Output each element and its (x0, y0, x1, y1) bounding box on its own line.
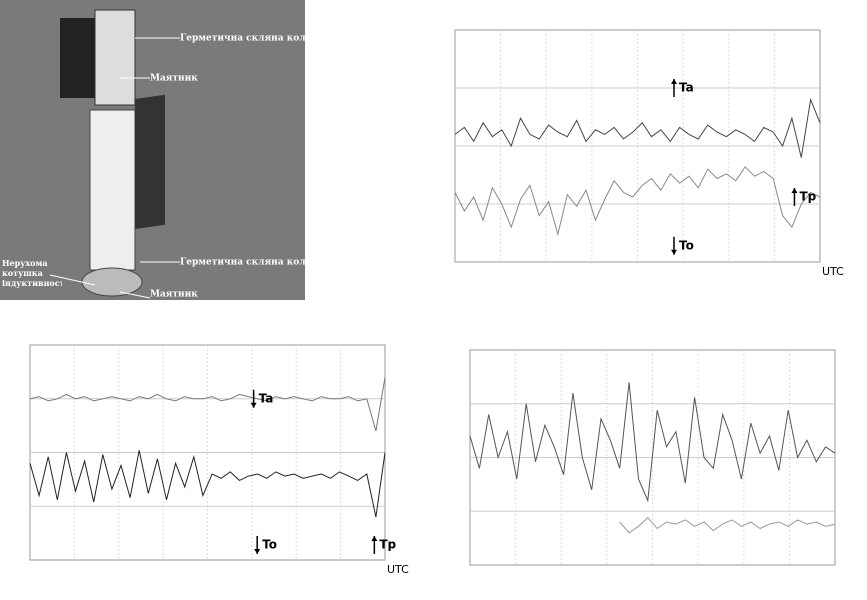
annotation: To (679, 238, 694, 252)
base (82, 268, 142, 296)
series-line (455, 167, 820, 234)
arrow-head (371, 536, 377, 541)
arrow-head (254, 549, 260, 554)
arrow-head (791, 188, 797, 193)
annotation: Ta (259, 391, 274, 405)
annotation: Ta (679, 81, 694, 95)
photo-label-box: Нерухома котушка індуктивності (2, 258, 62, 300)
annotation: Tp (799, 190, 816, 204)
device-panel (60, 18, 100, 98)
cylinder (90, 110, 135, 270)
series-line (30, 450, 385, 517)
device-panel (135, 95, 165, 229)
axis-end-label: UTC (387, 563, 409, 576)
annotation: Tp (379, 537, 396, 551)
glass-flask (95, 10, 135, 105)
photo: Герметична скляна колба Маятник Герметич… (0, 0, 318, 300)
arrow-head (671, 250, 677, 255)
annotation: To (262, 537, 277, 551)
arrow-head (671, 79, 677, 84)
photo-label: Герметична скляна колба (180, 33, 318, 44)
photo-label: Герметична скляна колба (180, 257, 318, 268)
axis-end-label: UTC (822, 265, 844, 278)
figure: Герметична скляна колба Маятник Герметич… (0, 0, 867, 596)
photo-label: Маятник (150, 290, 198, 300)
photo-label: Маятник (150, 74, 198, 84)
photo-label: Нерухома котушка індуктивності (2, 258, 62, 288)
series-line (455, 100, 820, 158)
series-line (620, 518, 835, 533)
